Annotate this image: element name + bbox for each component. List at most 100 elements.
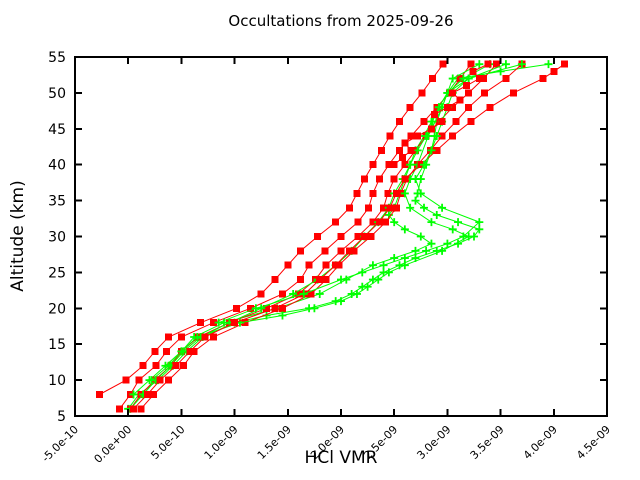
data-point-square-marker (116, 405, 124, 413)
data-point-square-marker (201, 333, 209, 341)
data-point-square-marker (314, 233, 322, 240)
data-point-plus-marker (427, 146, 436, 155)
data-point-square-marker (396, 118, 403, 126)
data-point-plus-marker (374, 275, 383, 284)
data-point-square-marker (375, 175, 383, 183)
data-point-plus-marker (384, 268, 393, 277)
data-point-square-marker (346, 247, 353, 255)
data-point-square-marker (369, 218, 377, 226)
data-point-square-marker (360, 233, 368, 240)
data-point-plus-marker (214, 318, 223, 327)
data-point-plus-marker (443, 239, 452, 248)
data-point-plus-marker (400, 189, 409, 198)
data-point-square-marker (180, 362, 187, 370)
data-point-plus-marker (390, 254, 399, 263)
data-point-plus-marker (517, 60, 526, 69)
data-point-square-marker (360, 175, 368, 183)
data-point-square-marker (449, 132, 457, 140)
data-point-square-marker (560, 60, 568, 68)
data-point-square-marker (427, 125, 435, 133)
data-point-plus-marker (416, 232, 425, 241)
data-point-plus-marker (147, 376, 156, 385)
data-point-square-marker (386, 204, 394, 212)
data-point-square-marker (247, 304, 255, 312)
data-point-square-marker (486, 103, 494, 111)
data-point-plus-marker (496, 67, 505, 76)
data-point-square-marker (380, 204, 388, 212)
data-point-square-marker (465, 89, 473, 97)
data-point-plus-marker (379, 261, 388, 270)
data-point-square-marker (316, 276, 324, 284)
data-point-square-marker (150, 391, 158, 398)
data-point-plus-marker (299, 289, 308, 298)
data-point-square-marker (401, 139, 409, 147)
data-point-square-marker (297, 276, 305, 284)
data-point-plus-marker (400, 225, 409, 234)
data-point-plus-marker (400, 261, 409, 270)
data-point-square-marker (550, 67, 558, 75)
data-point-plus-marker (406, 160, 415, 169)
data-point-square-marker (137, 405, 145, 413)
data-point-square-marker (392, 204, 400, 212)
data-point-square-marker (233, 304, 241, 312)
data-point-square-marker (337, 247, 345, 255)
data-point-plus-marker (411, 196, 420, 205)
data-point-square-marker (492, 60, 500, 68)
data-point-square-marker (392, 189, 400, 197)
data-point-square-marker (390, 175, 398, 183)
data-point-square-marker (271, 276, 279, 284)
data-point-square-marker (130, 405, 137, 413)
data-point-square-marker (431, 110, 439, 118)
data-point-square-marker (354, 233, 362, 240)
data-point-square-marker (449, 89, 457, 97)
data-point-square-marker (284, 261, 292, 269)
data-point-square-marker (375, 218, 383, 226)
data-point-square-marker (156, 376, 164, 384)
data-point-plus-marker (363, 282, 372, 291)
data-point-square-marker (509, 89, 517, 97)
data-point-square-marker (307, 290, 315, 298)
y-tick-label: 45 (48, 122, 66, 138)
data-point-plus-marker (400, 254, 409, 263)
data-point-plus-marker (427, 218, 436, 227)
data-point-square-marker (467, 118, 475, 126)
data-point-square-marker (139, 362, 147, 370)
y-axis-label: Altitude (km) (8, 180, 28, 292)
data-point-square-marker (386, 132, 394, 140)
data-point-square-marker (353, 189, 361, 197)
data-point-plus-marker (390, 218, 399, 227)
data-point-square-marker (122, 376, 130, 384)
data-point-plus-marker (475, 218, 484, 227)
x-axis-label: HCl VMR (304, 448, 378, 468)
data-point-square-marker (502, 75, 510, 82)
data-point-square-marker (456, 96, 464, 104)
data-point-square-marker (438, 132, 446, 140)
data-point-square-marker (475, 75, 483, 82)
y-tick-label: 5 (57, 409, 66, 425)
data-point-plus-marker (337, 275, 345, 284)
data-point-square-marker (257, 290, 265, 298)
y-tick-label: 15 (48, 337, 66, 353)
data-point-plus-marker (459, 232, 468, 241)
data-point-square-marker (321, 247, 329, 255)
data-point-square-marker (385, 161, 393, 169)
data-point-plus-marker (368, 261, 377, 270)
data-point-square-marker (190, 347, 198, 355)
data-point-square-marker (186, 347, 194, 355)
data-point-square-marker (452, 118, 460, 126)
data-point-plus-marker (475, 60, 484, 69)
y-tick-label: 55 (48, 50, 66, 66)
occultation-profile-green-5-line (218, 63, 523, 324)
data-point-square-marker (397, 189, 405, 197)
data-point-plus-marker (177, 347, 186, 356)
data-point-square-marker (399, 154, 407, 161)
data-point-square-marker (346, 204, 353, 212)
data-point-square-marker (407, 146, 415, 154)
data-series-group (96, 60, 568, 413)
data-point-square-marker (172, 362, 180, 370)
data-point-square-marker (377, 146, 385, 154)
data-point-square-marker (305, 261, 313, 269)
data-point-square-marker (332, 218, 340, 226)
data-point-plus-marker (416, 189, 425, 198)
